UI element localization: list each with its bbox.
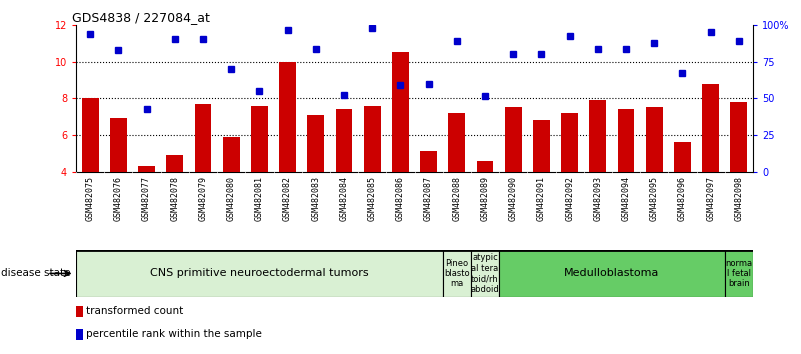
Bar <box>505 107 521 172</box>
Text: CNS primitive neuroectodermal tumors: CNS primitive neuroectodermal tumors <box>150 268 368 279</box>
Bar <box>674 142 691 172</box>
Text: GSM482084: GSM482084 <box>340 176 348 221</box>
Bar <box>336 109 352 172</box>
Text: GSM482090: GSM482090 <box>509 176 517 221</box>
Bar <box>76 306 83 317</box>
Text: transformed count: transformed count <box>87 307 183 316</box>
Text: atypic
al tera
toid/rh
abdoid: atypic al tera toid/rh abdoid <box>471 253 499 293</box>
Text: GSM482081: GSM482081 <box>255 176 264 221</box>
Text: GSM482086: GSM482086 <box>396 176 405 221</box>
Text: GSM482083: GSM482083 <box>312 176 320 221</box>
Text: GSM482093: GSM482093 <box>594 176 602 221</box>
Text: GSM482080: GSM482080 <box>227 176 235 221</box>
Bar <box>702 84 719 172</box>
Bar <box>76 329 83 340</box>
Text: GSM482075: GSM482075 <box>86 176 95 221</box>
Text: GSM482082: GSM482082 <box>283 176 292 221</box>
Bar <box>138 166 155 172</box>
Text: GSM482096: GSM482096 <box>678 176 687 221</box>
Text: GSM482098: GSM482098 <box>735 176 743 221</box>
Bar <box>562 113 578 172</box>
Text: GDS4838 / 227084_at: GDS4838 / 227084_at <box>72 11 210 24</box>
Bar <box>251 105 268 172</box>
Text: GSM482085: GSM482085 <box>368 176 376 221</box>
Text: GSM482092: GSM482092 <box>566 176 574 221</box>
Bar <box>364 105 380 172</box>
Bar <box>279 62 296 172</box>
Bar <box>110 119 127 172</box>
Text: GSM482079: GSM482079 <box>199 176 207 221</box>
Bar <box>195 104 211 172</box>
Text: disease state: disease state <box>1 268 70 279</box>
Bar <box>471 250 499 297</box>
Bar <box>499 250 725 297</box>
Text: GSM482076: GSM482076 <box>114 176 123 221</box>
Bar <box>731 102 747 172</box>
Text: GSM482088: GSM482088 <box>453 176 461 221</box>
Bar <box>646 107 662 172</box>
Text: Medulloblastoma: Medulloblastoma <box>564 268 659 279</box>
Bar <box>477 161 493 172</box>
Bar <box>223 137 239 172</box>
Bar <box>443 250 471 297</box>
Text: GSM482091: GSM482091 <box>537 176 546 221</box>
Bar <box>167 155 183 172</box>
Bar <box>449 113 465 172</box>
Bar <box>590 100 606 172</box>
Text: GSM482094: GSM482094 <box>622 176 630 221</box>
Bar <box>76 250 443 297</box>
Text: Pineo
blasto
ma: Pineo blasto ma <box>444 258 469 289</box>
Text: percentile rank within the sample: percentile rank within the sample <box>87 330 262 339</box>
Bar <box>533 120 549 172</box>
Bar <box>421 152 437 172</box>
Bar <box>392 52 409 172</box>
Text: GSM482097: GSM482097 <box>706 176 715 221</box>
Bar <box>618 109 634 172</box>
Bar <box>82 98 99 172</box>
Text: GSM482078: GSM482078 <box>171 176 179 221</box>
Bar <box>308 115 324 172</box>
Bar <box>725 250 753 297</box>
Text: GSM482087: GSM482087 <box>424 176 433 221</box>
Text: GSM482077: GSM482077 <box>142 176 151 221</box>
Text: norma
l fetal
brain: norma l fetal brain <box>725 258 752 289</box>
Text: GSM482089: GSM482089 <box>481 176 489 221</box>
Text: GSM482095: GSM482095 <box>650 176 658 221</box>
